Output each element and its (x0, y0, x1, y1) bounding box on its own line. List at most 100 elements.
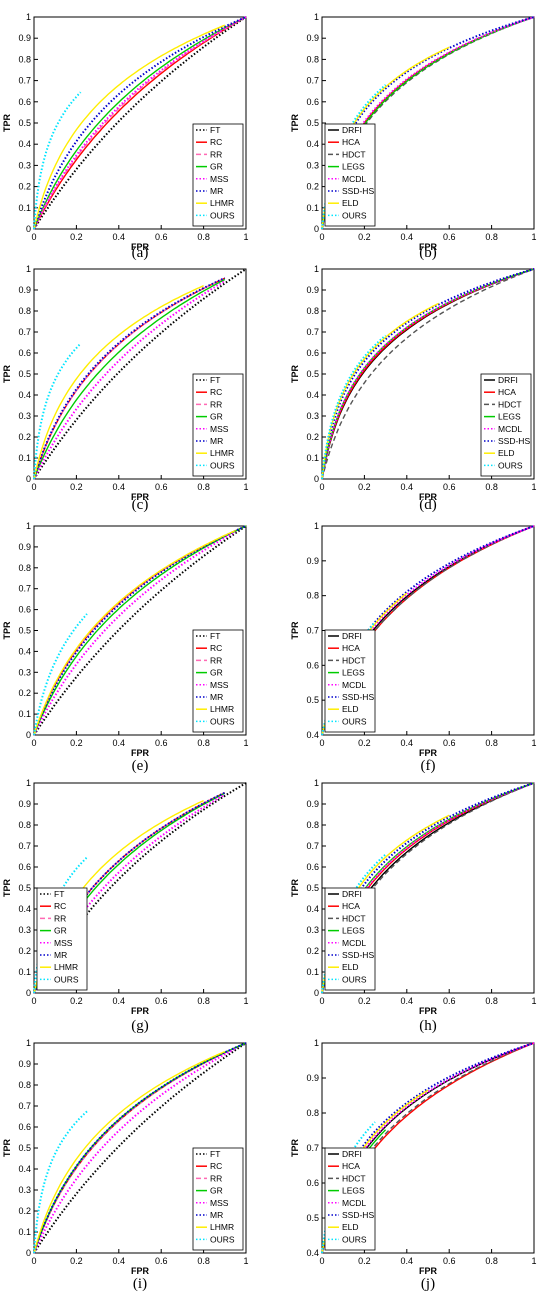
legend-entry: GR (210, 668, 223, 678)
y-tick-label: 0.6 (306, 1178, 319, 1188)
y-tick-label: 0.4 (18, 904, 31, 914)
x-axis-label: FPR (419, 1006, 438, 1016)
legend-box (480, 373, 532, 477)
series-line-ft (33, 16, 247, 230)
y-axis-label: TPR (290, 364, 300, 383)
legend-entry: LHMR (210, 704, 234, 714)
chart-panel-e: 0 0.1 0.2 0.3 0.4 0.5 0.6 0.7 0.8 0.9 1 0 0.2 0.4 0.6 0… (2, 521, 249, 758)
x-tick-label: 0 (31, 482, 36, 492)
x-tick-label: 0.8 (197, 738, 210, 748)
legend-entry: DRFI (498, 375, 518, 385)
y-tick-label: 0.6 (306, 660, 319, 670)
x-tick-label: 0.6 (443, 738, 456, 748)
x-tick-label: 0.4 (113, 482, 126, 492)
series-line-eld (321, 302, 439, 480)
y-tick-label: 0.8 (18, 820, 31, 830)
x-axis-label: FPR (419, 748, 438, 758)
y-tick-label: 0.3 (306, 160, 319, 170)
y-tick-label: 0.2 (18, 946, 31, 956)
y-tick-label: 0.7 (18, 1101, 31, 1111)
legend-entry: HCA (342, 1161, 360, 1171)
y-tick-label: 0.6 (306, 862, 319, 872)
y-tick-label: 0.6 (306, 97, 319, 107)
x-tick-label: 0.2 (70, 232, 83, 242)
y-axis-label: TPR (290, 621, 300, 640)
y-tick-label: 0.1 (18, 967, 31, 977)
y-tick-label: 0 (26, 224, 31, 234)
legend-entry: HDCT (342, 655, 366, 665)
y-tick-label: 0.1 (18, 453, 31, 463)
series-line-ours (33, 91, 82, 230)
legend-entry: LEGS (342, 1186, 365, 1196)
x-axis-label: FPR (131, 1266, 150, 1276)
chart-panel-b: 0 0.1 0.2 0.3 0.4 0.5 0.6 0.7 0.8 0.9 1 0 0.2 0.4 0.6 0… (290, 12, 537, 252)
y-tick-label: 0.2 (18, 182, 31, 192)
chart-panel-a: 0 0.1 0.2 0.3 0.4 0.5 0.6 0.7 0.8 0.9 1 0 0.2 0.4 0.6 0… (2, 12, 249, 252)
series-line-lhmr (33, 1050, 226, 1254)
y-tick-label: 0 (26, 1248, 31, 1258)
legend-entry: RR (210, 655, 222, 665)
series-line-mcdl (321, 268, 535, 480)
y-tick-label: 0 (314, 988, 319, 998)
series-line-ssd-hs (321, 16, 535, 230)
x-tick-label: 0.6 (155, 1256, 168, 1266)
legend-entry: OURS (342, 716, 367, 726)
y-tick-label: 0.2 (306, 432, 319, 442)
legend-entry: OURS (210, 460, 235, 470)
legend-entry: ELD (342, 704, 359, 714)
chart-panel-g: 0 0.1 0.2 0.3 0.4 0.5 0.6 0.7 0.8 0.9 1 0 0.2 0.4 0.6 0… (2, 778, 249, 1016)
y-tick-label: 0.8 (306, 306, 319, 316)
legend-entry: RR (210, 399, 222, 409)
y-tick-label: 0 (314, 474, 319, 484)
y-tick-label: 0.5 (18, 626, 31, 636)
y-tick-label: 0.3 (18, 160, 31, 170)
y-tick-label: 0.9 (18, 1059, 31, 1069)
legend-entry: LEGS (342, 926, 365, 936)
legend-entry: RC (210, 643, 222, 653)
y-tick-label: 0.1 (306, 203, 319, 213)
x-tick-label: 0 (319, 482, 324, 492)
y-tick-label: 0.5 (18, 1143, 31, 1153)
legend-entry: FT (210, 631, 220, 641)
legend-entry: HDCT (342, 1173, 366, 1183)
legend-entry: SSD-HS (498, 436, 530, 446)
legend-entry: HDCT (342, 913, 366, 923)
legend-entry: FT (210, 125, 220, 135)
series-line-mcdl (321, 16, 535, 230)
x-axis-label: FPR (131, 748, 150, 758)
x-tick-label: 0.6 (443, 1256, 456, 1266)
y-tick-label: 0.6 (18, 862, 31, 872)
x-tick-label: 0.8 (197, 1256, 210, 1266)
y-tick-label: 0.7 (306, 76, 319, 86)
y-tick-label: 0.6 (18, 1122, 31, 1132)
chart-panel-c: 0 0.1 0.2 0.3 0.4 0.5 0.6 0.7 0.8 0.9 1 0 0.2 0.4 0.6 0… (2, 264, 249, 502)
legend-entry: HCA (342, 137, 360, 147)
x-tick-label: 1 (243, 482, 248, 492)
legend-entry: LEGS (342, 162, 365, 172)
legend-entry: DRFI (342, 631, 362, 641)
panel-letter: (h) (419, 1018, 437, 1034)
y-tick-label: 1 (26, 12, 31, 22)
legend-entry: DRFI (342, 125, 362, 135)
legend-entry: FT (210, 1149, 220, 1159)
y-tick-label: 0.2 (306, 182, 319, 192)
legend-entry: MR (210, 186, 223, 196)
y-tick-label: 0 (314, 224, 319, 234)
y-tick-label: 0.9 (18, 799, 31, 809)
y-tick-label: 0.9 (306, 285, 319, 295)
legend-entry: OURS (498, 460, 523, 470)
legend-entry: OURS (210, 210, 235, 220)
legend-entry: MR (210, 436, 223, 446)
legend-entry: RR (210, 1173, 222, 1183)
y-tick-label: 0.8 (18, 54, 31, 64)
x-tick-label: 1 (243, 738, 248, 748)
y-tick-label: 1 (314, 778, 319, 788)
legend-entry: HCA (342, 901, 360, 911)
legend-entry: MSS (54, 938, 73, 948)
y-tick-label: 0.9 (18, 285, 31, 295)
legend-entry: HDCT (498, 399, 522, 409)
series-line-ft (33, 525, 247, 736)
x-tick-label: 0.2 (70, 482, 83, 492)
y-tick-label: 1 (26, 1038, 31, 1048)
